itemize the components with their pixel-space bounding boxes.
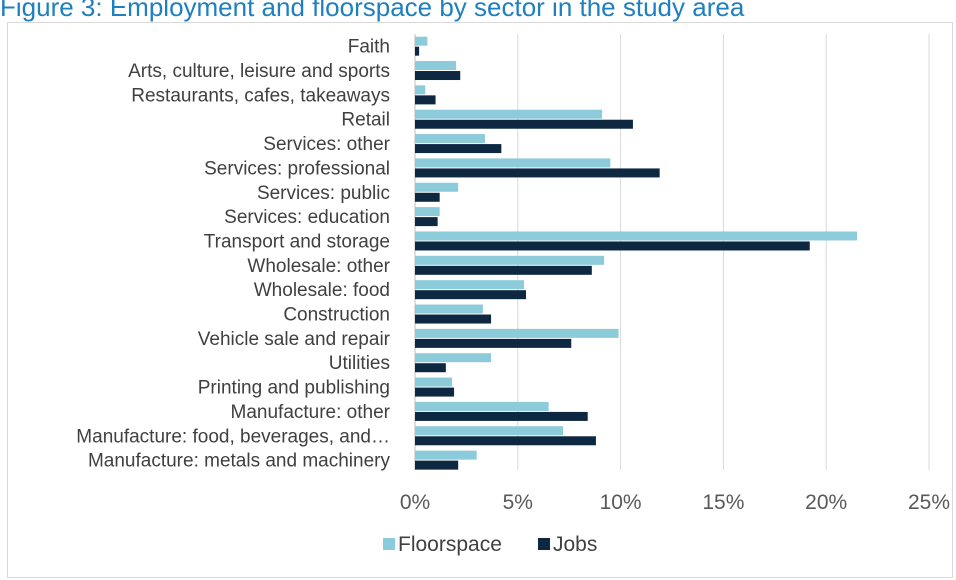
- jobs-bar: [415, 265, 592, 275]
- category-label: Services: public: [257, 183, 390, 204]
- floorspace-bar: [415, 134, 485, 144]
- floorspace-bar: [415, 280, 524, 290]
- x-tick-label: 15%: [702, 491, 744, 514]
- jobs-bar: [415, 411, 588, 421]
- x-tick-label: 5%: [503, 491, 533, 514]
- floorspace-bar: [415, 158, 611, 168]
- floorspace-bar: [415, 207, 440, 217]
- category-label: Transport and storage: [204, 231, 390, 252]
- floorspace-bar: [415, 61, 457, 71]
- jobs-bar: [415, 46, 420, 56]
- chart-frame: [7, 22, 953, 578]
- category-label: Restaurants, cafes, takeaways: [131, 85, 390, 106]
- chart-title: Figure 3: Employment and floorspace by s…: [0, 0, 745, 22]
- jobs-bar: [415, 387, 455, 397]
- floorspace-bar: [415, 36, 428, 46]
- floorspace-bar: [415, 377, 453, 387]
- x-axis-tick-labels: 0% 5% 10% 15% 20% 25%: [400, 491, 950, 514]
- jobs-bar: [415, 95, 436, 105]
- jobs-bar: [415, 436, 596, 446]
- floorspace-bar: [415, 182, 459, 192]
- jobs-bar: [415, 290, 527, 300]
- jobs-bar: [415, 460, 459, 470]
- category-labels: Faith Arts, culture, leisure and sports Re…: [76, 37, 390, 472]
- jobs-bar: [415, 71, 461, 81]
- floorspace-bar: [415, 255, 605, 265]
- floorspace-bar: [415, 401, 549, 411]
- category-label: Retail: [341, 110, 390, 131]
- category-label: Construction: [283, 305, 390, 326]
- x-tick-label: 20%: [805, 491, 847, 514]
- category-label: Manufacture: other: [231, 402, 391, 423]
- floorspace-bar: [415, 231, 858, 241]
- category-label: Services: professional: [204, 158, 390, 179]
- legend-swatch-floorspace: [383, 538, 395, 550]
- jobs-bar: [415, 338, 572, 348]
- legend-label-floorspace: Floorspace: [398, 533, 502, 556]
- legend-label-jobs: Jobs: [553, 533, 597, 556]
- jobs-bar: [415, 192, 440, 202]
- x-tick-label: 0%: [400, 491, 430, 514]
- floorspace-bar: [415, 304, 483, 314]
- category-label: Manufacture: metals and machinery: [88, 451, 391, 472]
- floorspace-bar: [415, 353, 492, 363]
- x-tick-label: 10%: [600, 491, 642, 514]
- jobs-bar: [415, 217, 438, 227]
- floorspace-bar: [415, 450, 477, 460]
- jobs-bar: [415, 144, 502, 154]
- category-label: Services: education: [224, 207, 390, 228]
- floorspace-bar: [415, 426, 564, 436]
- category-label: Wholesale: food: [254, 280, 390, 301]
- category-label: Vehicle sale and repair: [198, 329, 391, 350]
- category-label: Manufacture: food, beverages, and…: [76, 426, 390, 447]
- gridlines: [414, 34, 930, 470]
- category-label: Faith: [348, 37, 390, 58]
- category-label: Utilities: [329, 353, 390, 374]
- category-label: Services: other: [263, 134, 390, 155]
- legend: Floorspace Jobs: [383, 533, 597, 556]
- category-label: Printing and publishing: [198, 378, 390, 399]
- jobs-bar: [415, 168, 660, 178]
- category-label: Wholesale: other: [247, 256, 390, 277]
- floorspace-bar: [415, 328, 619, 338]
- jobs-bar: [415, 241, 810, 251]
- jobs-bar: [415, 314, 492, 324]
- x-tick-label: 25%: [908, 491, 950, 514]
- jobs-bar: [415, 119, 633, 129]
- legend-swatch-jobs: [538, 538, 550, 550]
- floorspace-bar: [415, 85, 426, 95]
- bars: [415, 36, 858, 470]
- floorspace-bar: [415, 109, 603, 119]
- jobs-bar: [415, 363, 446, 373]
- category-label: Arts, culture, leisure and sports: [128, 61, 390, 82]
